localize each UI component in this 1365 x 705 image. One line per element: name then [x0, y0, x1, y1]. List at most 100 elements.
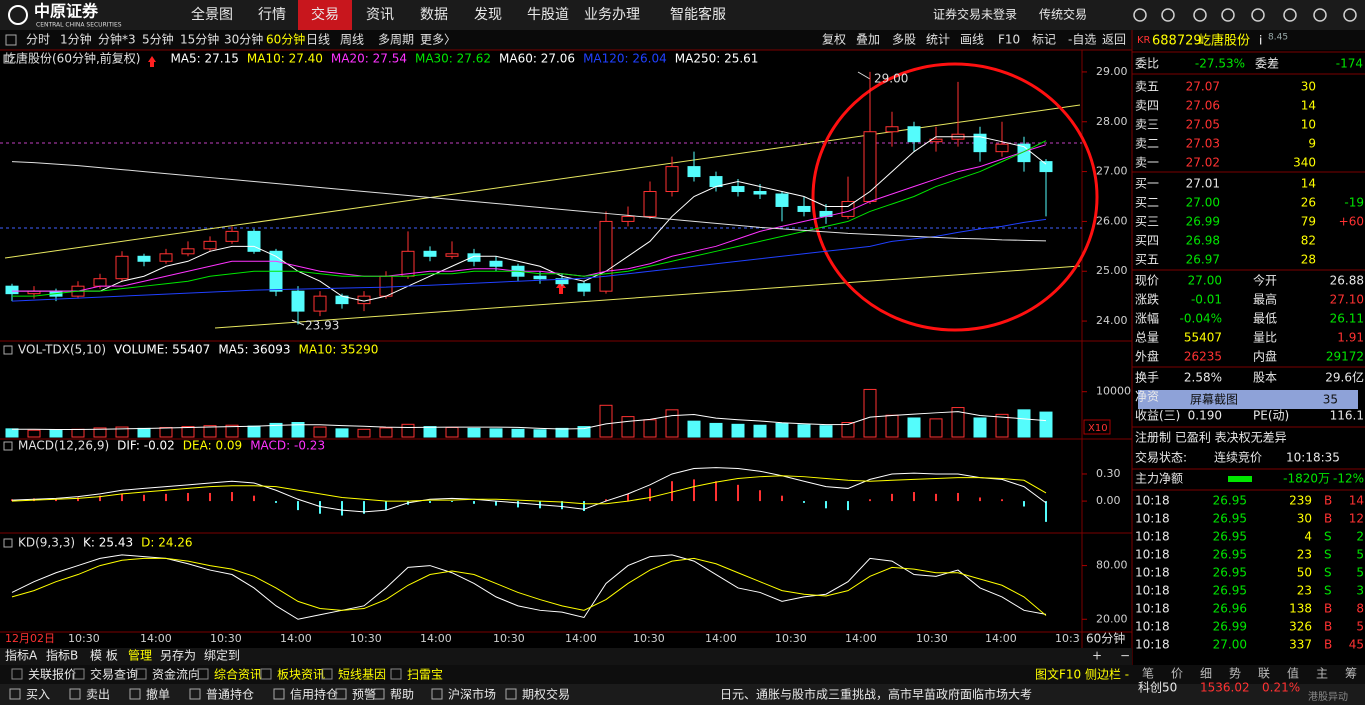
action-button[interactable]: 期权交易 — [522, 687, 570, 702]
menu-item[interactable]: 牛股道 — [527, 7, 569, 23]
nav-icon[interactable] — [1343, 8, 1357, 22]
info-tab[interactable]: 板块资讯 — [277, 668, 325, 682]
info-tab[interactable]: 交易查询 — [90, 667, 138, 682]
legend-entry: D: 24.26 — [141, 536, 192, 550]
tool-button[interactable]: F10 — [998, 33, 1020, 47]
candle-body — [203, 240, 217, 250]
nav-link[interactable]: 传统交易 — [1039, 7, 1087, 22]
tab-icon — [390, 668, 402, 680]
tool-button[interactable]: -自选 — [1068, 33, 1096, 47]
period-tab[interactable]: 分钟*3 — [98, 32, 136, 47]
menu-item[interactable]: 交易 — [311, 6, 339, 23]
period-tab[interactable]: 5分钟 — [142, 32, 174, 47]
action-button[interactable]: 帮助 — [390, 688, 414, 702]
period-tab[interactable]: 15分钟 — [180, 32, 219, 47]
menu-item[interactable]: 发现 — [474, 7, 502, 23]
menu-item[interactable]: 全景图 — [191, 6, 233, 23]
ask-cell: 27.03 — [1186, 137, 1220, 151]
volume-bar — [49, 429, 63, 438]
trade-price: 26.99 — [1213, 620, 1247, 634]
stock-tags: 注册制 已盈利 表决权无差异 — [1135, 430, 1287, 445]
nav-icon[interactable] — [1283, 8, 1297, 22]
period-tab[interactable]: 60分钟 — [266, 32, 305, 47]
info-tab[interactable]: 综合资讯 — [214, 667, 262, 682]
menu-item[interactable]: 资讯 — [366, 7, 394, 23]
trade-time: 10:18 — [1135, 620, 1170, 634]
side-tab[interactable]: 值 — [1287, 666, 1299, 681]
menu-item[interactable]: 智能客服 — [670, 6, 726, 23]
info-tab[interactable]: 扫雷宝 — [407, 668, 443, 682]
zoom-in[interactable]: + — [1092, 649, 1102, 663]
menu-item[interactable]: 数据 — [420, 7, 448, 23]
side-tab[interactable]: 主 — [1316, 667, 1328, 681]
stat-cell: 外盘 — [1135, 349, 1159, 364]
indicator-tab[interactable]: 管理 — [128, 648, 152, 663]
nav-link[interactable]: 证券交易未登录 — [933, 7, 1017, 22]
menu-item[interactable]: 业务办理 — [584, 7, 640, 23]
tool-button[interactable]: 标记 — [1032, 33, 1056, 47]
side-tab[interactable]: 细 — [1200, 667, 1212, 681]
side-tab[interactable]: 笔 — [1142, 666, 1154, 681]
action-button[interactable]: 卖出 — [86, 688, 110, 702]
side-toggle[interactable]: 图文F10 侧边栏 - — [1035, 667, 1129, 682]
indicator-tab[interactable]: 绑定到 — [204, 648, 240, 663]
screenshot-popup[interactable] — [1138, 390, 1358, 409]
nav-icon[interactable] — [1161, 8, 1175, 22]
menu-item[interactable]: 行情 — [258, 7, 286, 23]
action-button[interactable]: 撤单 — [146, 687, 170, 702]
nav-icon[interactable] — [1193, 8, 1207, 22]
info-tab[interactable]: 资金流向 — [152, 667, 200, 682]
side-tab[interactable]: 势 — [1229, 667, 1241, 681]
candle-body — [907, 126, 921, 143]
nav-icon[interactable] — [1313, 8, 1327, 22]
tool-button[interactable]: 统计 — [926, 33, 950, 47]
period-tab[interactable]: 周线 — [340, 33, 364, 47]
volume-bar — [159, 426, 173, 438]
action-button[interactable]: 信用持仓 — [290, 687, 338, 702]
nav-icon[interactable] — [1251, 8, 1265, 22]
side-tab[interactable]: 联 — [1258, 667, 1270, 681]
indicator-tab[interactable]: 指标A — [5, 648, 38, 663]
action-button[interactable]: 买入 — [26, 688, 50, 702]
period-tab[interactable]: 日线 — [306, 33, 330, 47]
indicator-tab[interactable]: 另存为 — [160, 649, 196, 663]
trade-price: 26.96 — [1213, 602, 1247, 616]
period-tab[interactable]: 1分钟 — [60, 32, 92, 47]
volume-bar — [313, 426, 327, 438]
action-button[interactable]: 预警 — [352, 687, 376, 702]
side-tab[interactable]: 筹 — [1345, 667, 1357, 681]
logo: 中原证券 — [34, 2, 99, 21]
period-tab[interactable]: 多周期 — [378, 33, 414, 47]
indicator-tab[interactable]: 模 板 — [90, 649, 118, 663]
bid-cell: 28 — [1301, 253, 1316, 267]
action-button[interactable]: 沪深市场 — [448, 687, 496, 702]
bid-cell: 26 — [1301, 196, 1316, 210]
zoom-out[interactable]: − — [1120, 649, 1130, 663]
tool-button[interactable]: 返回 — [1102, 33, 1126, 47]
popup-label[interactable]: 屏幕截图 — [1190, 393, 1238, 407]
action-button[interactable]: 普通持仓 — [206, 687, 254, 702]
nav-icon[interactable] — [1221, 8, 1235, 22]
tool-button[interactable]: 多股 — [892, 33, 916, 47]
nav-icon[interactable] — [1133, 8, 1147, 22]
tool-button[interactable]: 画线 — [960, 33, 984, 47]
side-tab[interactable]: 价 — [1171, 667, 1183, 681]
period-label[interactable]: 60分钟 — [1086, 631, 1125, 646]
x-tick-label: 12月02日 — [5, 632, 55, 645]
volume-bar — [797, 424, 811, 438]
flow-bar — [1228, 476, 1252, 482]
commission-cell: 委比 — [1135, 57, 1159, 71]
period-tab[interactable]: 30分钟 — [224, 32, 263, 47]
info-tab[interactable]: 短线基因 — [338, 668, 386, 682]
tab-icon — [73, 668, 85, 680]
period-tab[interactable]: 更多〉 — [420, 33, 456, 47]
volume-bar — [247, 425, 261, 438]
tool-button[interactable]: 复权 — [822, 33, 846, 47]
indicator-tab[interactable]: 指标B — [46, 648, 78, 663]
candle-body — [379, 275, 393, 297]
panel-title: KD(9,3,3) — [18, 536, 75, 550]
info-tab[interactable]: 关联报价 — [28, 667, 76, 682]
period-tab[interactable]: 分时 — [26, 33, 50, 47]
tool-button[interactable]: 叠加 — [856, 33, 880, 47]
logo-icon — [8, 5, 28, 25]
